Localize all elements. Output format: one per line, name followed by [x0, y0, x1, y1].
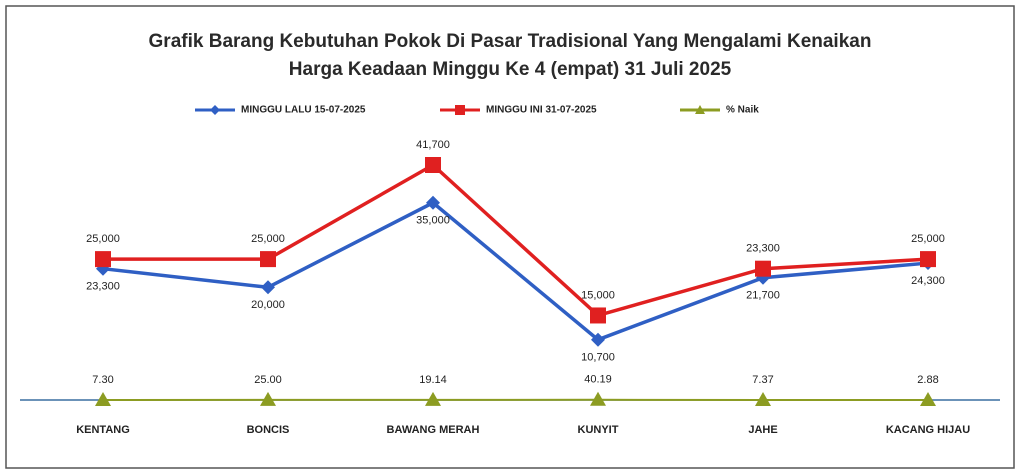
data-label: 25,000 [86, 233, 120, 245]
data-label: 7.37 [752, 374, 773, 386]
x-tick-label: KENTANG [76, 424, 130, 436]
legend-label: % Naik [726, 105, 759, 116]
marker [425, 157, 441, 173]
data-label: 24,300 [911, 275, 945, 287]
x-tick-label: KACANG HIJAU [886, 424, 970, 436]
data-label: 20,000 [251, 299, 285, 311]
x-tick-label: KUNYIT [578, 424, 619, 436]
marker [426, 195, 440, 210]
legend-label: MINGGU LALU 15-07-2025 [241, 105, 366, 116]
legend-marker [695, 105, 705, 114]
marker [260, 251, 276, 268]
legend-marker [455, 105, 465, 115]
data-label: 21,700 [746, 290, 780, 302]
marker [261, 280, 275, 295]
marker [755, 391, 771, 406]
data-label: 41,700 [416, 139, 450, 151]
data-label: 15,000 [581, 289, 615, 301]
marker [95, 391, 111, 406]
x-tick-label: BONCIS [247, 424, 290, 436]
data-label: 25,000 [251, 233, 285, 245]
x-tick-label: JAHE [748, 424, 777, 436]
data-label: 40.19 [584, 374, 612, 386]
marker [591, 332, 605, 347]
chart-title: Grafik Barang Kebutuhan Pokok Di Pasar T… [149, 31, 872, 52]
marker [920, 251, 936, 268]
series-line [102, 200, 929, 342]
marker [425, 391, 441, 406]
marker [590, 307, 606, 324]
data-label: 25,000 [911, 233, 945, 245]
series-line [103, 162, 929, 318]
data-label: 23,300 [746, 243, 780, 255]
marker [590, 391, 606, 406]
chart-title: Harga Keadaan Minggu Ke 4 (empat) 31 Jul… [289, 59, 732, 80]
data-label: 23,300 [86, 281, 120, 293]
data-label: 35,000 [416, 215, 450, 227]
marker [755, 260, 771, 277]
legend-label: MINGGU INI 31-07-2025 [486, 105, 597, 116]
data-label: 2.88 [917, 374, 938, 386]
data-label: 7.30 [92, 374, 113, 386]
data-label: 10,700 [581, 352, 615, 364]
data-label: 25.00 [254, 374, 282, 386]
marker [260, 391, 276, 406]
data-label: 19.14 [419, 374, 447, 386]
marker [95, 251, 111, 268]
legend-marker [210, 105, 220, 115]
marker [920, 391, 936, 406]
x-tick-label: BAWANG MERAH [387, 424, 480, 436]
